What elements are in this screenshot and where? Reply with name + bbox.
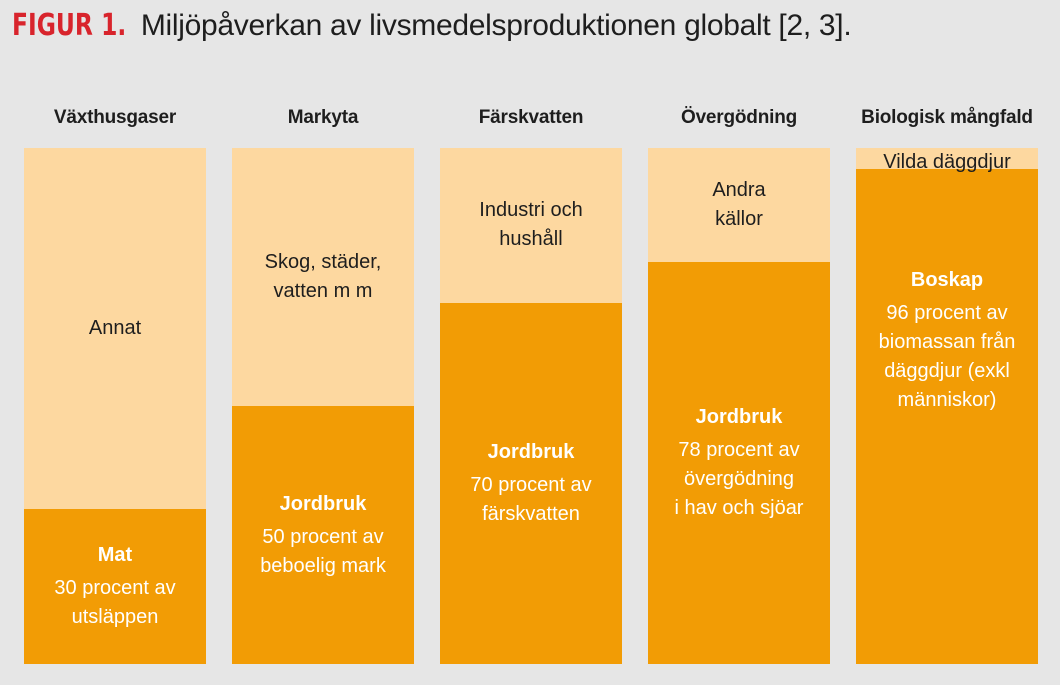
upper-label-line: Andra — [712, 178, 766, 201]
lower-label-line: 78 procent av — [678, 438, 800, 461]
upper-label-line: källor — [715, 207, 763, 230]
lower-label-line: däggdjur (exkl — [884, 359, 1010, 382]
upper-label-line: Skog, städer, — [264, 251, 382, 273]
lower-label-line: 96 procent av — [886, 301, 1008, 324]
column-heading: Växthusgaser — [53, 107, 177, 128]
upper-segment-label: Skog, städer, vatten m m — [232, 248, 414, 306]
lower-label-line: 50 procent av — [262, 525, 384, 548]
column-heading: Färskvatten — [478, 107, 584, 128]
lower-label-heading: Jordbruk — [279, 492, 367, 515]
upper-label-line: hushåll — [499, 228, 563, 251]
upper-segment-label: Vilda däggdjur — [856, 148, 1038, 177]
lower-label-line: övergödning — [683, 467, 795, 490]
figure-caption: Miljöpåverkan av livsmedelsproduktionen … — [140, 9, 852, 42]
lower-label-line: 70 procent av — [470, 473, 592, 496]
bar-lower-segment — [648, 261, 830, 664]
lower-label-heading: Jordbruk — [695, 405, 783, 428]
lower-segment-label: Jordbruk 70 procent av färskvatten — [440, 438, 622, 529]
lower-label-line: 30 procent av — [54, 577, 176, 600]
lower-label-heading: Mat — [97, 544, 133, 567]
bar-upper-segment: Vilda däggdjur Boskap 96 procent av biomass… — [856, 148, 1038, 664]
column-heading: Biologisk mångfald — [861, 107, 1033, 128]
column-heading: Övergödning — [680, 107, 798, 128]
upper-label-line: vatten m m — [273, 280, 373, 302]
lower-segment-label: Boskap 96 procent av biomassan från däggdju… — [856, 266, 1038, 415]
lower-label-line: människor) — [897, 388, 997, 411]
lower-segment-label: Jordbruk 50 procent av beboelig mark — [232, 490, 414, 581]
upper-label-line: Vilda däggdjur — [883, 151, 1011, 173]
bar-upper-segment: Industri och hushåll Jordbruk 70 procent av… — [440, 148, 622, 664]
bar-upper-segment: Andra källor Jordbruk 78 procent av övergödn… — [648, 148, 830, 664]
column-heading: Markyta — [287, 107, 359, 128]
lower-label-heading: Boskap — [910, 268, 984, 291]
lower-segment-label: Jordbruk 78 procent av övergödning i hav oc… — [648, 403, 830, 523]
figure-number: FIGUR 1. — [12, 8, 127, 43]
upper-label-line: Industri och — [479, 199, 583, 222]
upper-segment-label: Annat — [24, 314, 206, 343]
bar-lower-segment — [24, 509, 206, 664]
lower-label-line: i hav och sjöar — [674, 496, 804, 519]
lower-label-heading: Jordbruk — [487, 440, 575, 463]
bar-lower-segment — [856, 168, 1038, 664]
figure-title: FIGUR 1. Miljöpåverkan av livsmedelsprod… — [12, 6, 852, 46]
bar-lower-segment — [232, 406, 414, 664]
lower-label-line: utsläppen — [71, 606, 159, 629]
lower-label-line: färskvatten — [482, 502, 580, 525]
upper-label-line: Annat — [88, 317, 142, 340]
bar-lower-segment — [440, 302, 622, 664]
upper-segment-label: Industri och hushåll — [440, 196, 622, 254]
lower-label-line: biomassan från — [878, 330, 1016, 353]
bar-upper-segment: Skog, städer, vatten m m Jordbruk 50 procen… — [232, 148, 414, 664]
lower-label-line: beboelig mark — [260, 554, 386, 577]
upper-segment-label: Andra källor — [648, 176, 830, 234]
lower-segment-label: Mat 30 procent av utsläppen — [24, 541, 206, 632]
bar-upper-segment: Annat Mat 30 procent av utsläppen — [24, 148, 206, 664]
